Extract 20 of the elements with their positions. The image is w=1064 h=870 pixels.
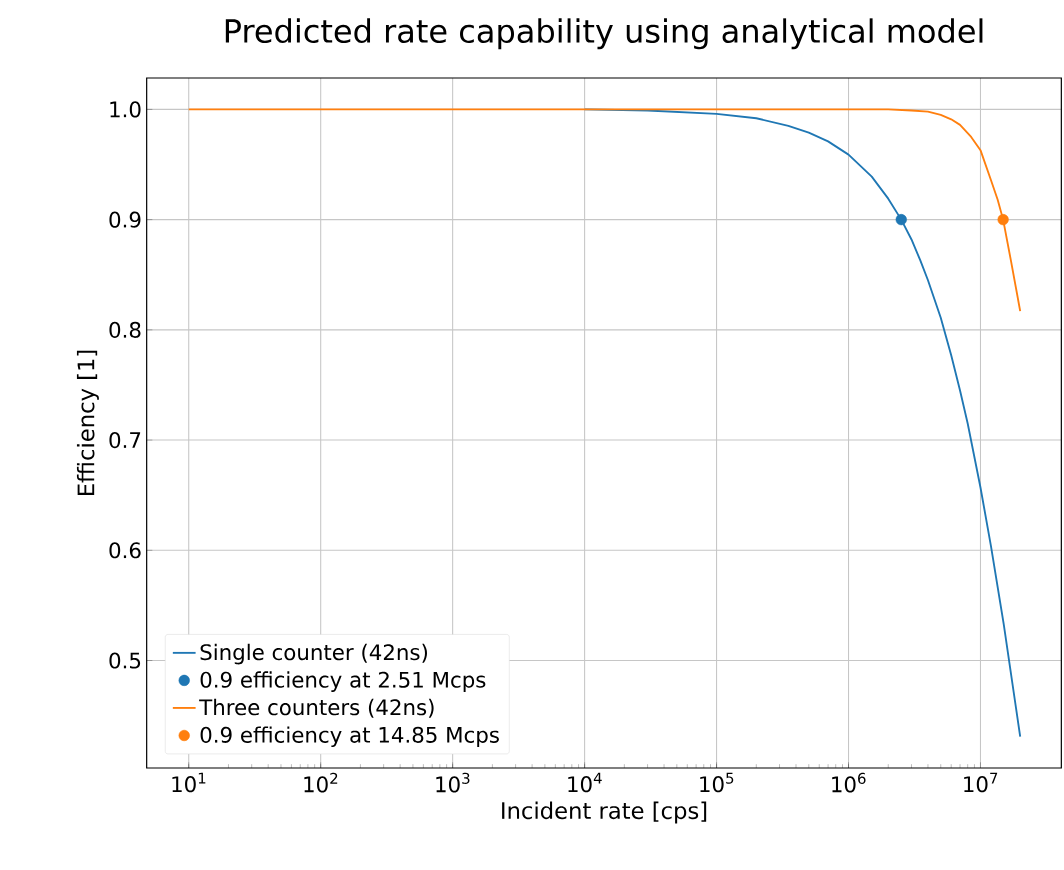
x-tick-label: 10$^{3}$: [436, 772, 470, 793]
x-tick-label: 10$^{6}$: [832, 772, 866, 793]
y-axis-title: Efficiency [1]: [76, 350, 99, 496]
legend-label: Three counters (42ns): [199, 698, 434, 718]
x-tick-label: 10$^{4}$: [568, 772, 602, 793]
x-tick-label: 10$^{2}$: [304, 772, 338, 793]
x-tick-label: 10$^{5}$: [700, 772, 734, 793]
chart-title: Predicted rate capability using analytical model: [225, 18, 983, 50]
x-tick-label: 10$^{1}$: [172, 772, 206, 793]
y-tick-label: 0.8: [109, 321, 141, 338]
y-tick-label: 1.0: [110, 101, 141, 118]
y-tick-label: 0.5: [109, 652, 141, 669]
legend-label: 0.9 efficiency at 14.85 Mcps: [200, 726, 499, 748]
legend-label: 0.9 efficiency at 2.51 Mcps: [200, 671, 486, 692]
y-tick-label: 0.6: [109, 542, 141, 559]
y-tick-label: 0.7: [109, 432, 141, 449]
legend-label: Single counter (42ns): [200, 643, 428, 665]
y-tick-label: 0.9: [109, 211, 141, 228]
x-axis-title: Incident rate [cps]: [502, 801, 707, 824]
x-tick-label: 10$^{7}$: [964, 772, 998, 793]
